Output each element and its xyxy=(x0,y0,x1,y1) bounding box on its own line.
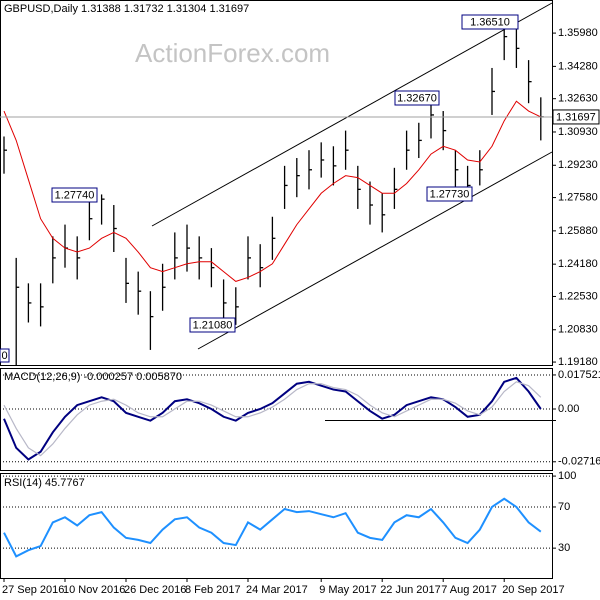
channel-upper xyxy=(151,2,553,227)
annotation-box xyxy=(461,14,519,30)
y-tick-label: 0.00 xyxy=(558,403,579,415)
y-tick-label: 1.27580 xyxy=(558,191,598,203)
rsi-title: RSI(14) 45.7767 xyxy=(4,477,85,489)
x-tick-label: 10 Nov 2016 xyxy=(63,584,125,596)
y-tick-label: 1.25880 xyxy=(558,225,598,237)
y-tick-label: 0.017521 xyxy=(558,369,600,381)
y-tick-label: 1.24180 xyxy=(558,258,598,270)
price-panel xyxy=(0,0,553,366)
price-title: GBPUSD,Daily 1.31388 1.31732 1.31304 1.3… xyxy=(4,3,249,15)
y-tick-label: 1.30930 xyxy=(558,126,598,138)
plot-layer: 1.35980 1.34280 1.32630 1.30930 1.29230 1.275… xyxy=(0,22,600,596)
annotation-box xyxy=(189,317,236,333)
indicator-line xyxy=(3,497,542,558)
x-tick-label: 9 May 2017 xyxy=(319,584,376,596)
annotation-label: 1.27740 xyxy=(55,189,95,201)
annotation: 1.27730 xyxy=(426,186,473,202)
last-price-box xyxy=(552,109,600,125)
x-tick-label: 20 Sep 2017 xyxy=(502,584,564,596)
y-tick-label: 1.22530 xyxy=(558,290,598,302)
annotation-box xyxy=(0,348,10,363)
macd-title: MACD(12,26,9) -0.000257 0.005870 xyxy=(4,371,182,383)
annotation-box xyxy=(394,90,440,106)
indicator-line xyxy=(3,376,542,461)
annotation-label: 1.36510 xyxy=(470,16,510,28)
y-tick-label: 1.35980 xyxy=(558,27,598,39)
y-tick-label: 1.29230 xyxy=(558,159,598,171)
y-tick-label: 1.19180 xyxy=(558,356,598,368)
y-tick-label: 30 xyxy=(558,542,570,554)
annotation: 1.27740 xyxy=(51,187,98,203)
y-tick-label: 100 xyxy=(558,470,576,482)
annotation: 0 xyxy=(0,348,10,363)
y-tick-label: 1.34280 xyxy=(558,60,598,72)
x-tick-label: 24 Mar 2017 xyxy=(246,584,308,596)
annotation-label: 0 xyxy=(1,350,7,362)
macd-panel xyxy=(0,368,553,471)
indicator-line xyxy=(3,381,542,457)
x-tick-label: 7 Aug 2017 xyxy=(441,584,497,596)
annotation-label: 1.32670 xyxy=(397,92,437,104)
channel-lower xyxy=(197,151,553,350)
y-tick-label: 1.32630 xyxy=(558,93,598,105)
annotation-box xyxy=(426,186,473,202)
y-tick-label: -0.027169 xyxy=(558,456,600,468)
annotation-label: 1.27730 xyxy=(430,188,470,200)
x-tick-label: 26 Dec 2016 xyxy=(124,584,186,596)
annotation: 1.32670 xyxy=(394,90,440,106)
x-tick-label: 8 Feb 2017 xyxy=(185,584,241,596)
annotation: 1.36510 xyxy=(461,14,519,30)
x-tick-label: 27 Sep 2016 xyxy=(2,584,64,596)
annotation: 1.21080 xyxy=(189,317,236,333)
rsi-panel xyxy=(0,473,553,579)
x-tick-label: 22 Jun 2017 xyxy=(380,584,441,596)
moving-average xyxy=(3,100,542,282)
y-tick-label: 1.20830 xyxy=(558,324,598,336)
annotation-box xyxy=(51,187,98,203)
watermark: ActionForex.com xyxy=(135,38,330,68)
annotation-label: 1.21080 xyxy=(193,319,233,331)
y-tick-label: 70 xyxy=(558,501,570,513)
last-price-label: 1.31697 xyxy=(556,111,596,123)
